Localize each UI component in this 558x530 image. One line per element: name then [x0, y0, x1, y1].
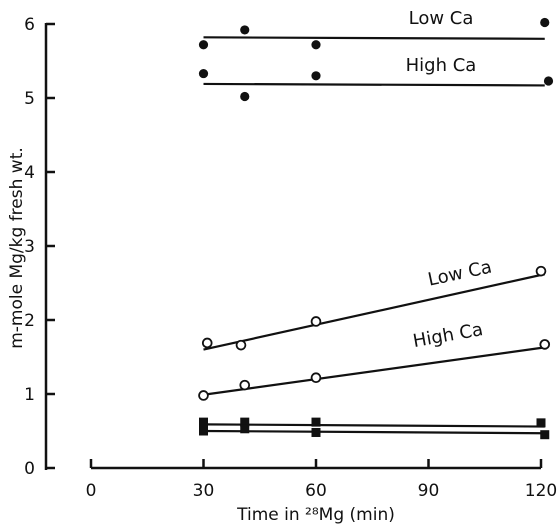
series-annotation: Low Ca	[426, 257, 494, 291]
filled-square-point	[240, 417, 250, 427]
filled-circle-point	[198, 40, 209, 50]
y-tick-label: 1	[24, 385, 35, 405]
open-circle-point	[310, 372, 322, 384]
x-tick-label: 60	[305, 481, 327, 501]
filled-circle-point	[240, 25, 250, 35]
x-tick-label: 0	[86, 481, 97, 501]
fit-line-2	[203, 82, 545, 87]
fit-line-3	[203, 273, 545, 351]
x-tick-label: 90	[418, 481, 440, 501]
fit-lines	[203, 36, 545, 435]
fit-line-1	[203, 36, 545, 40]
data-points	[198, 17, 554, 440]
open-circle-point	[310, 316, 322, 327]
filled-circle-point	[311, 71, 321, 81]
filled-circle-point	[311, 40, 321, 50]
filled-circle-point	[198, 68, 209, 79]
series-annotation: Low Ca	[409, 8, 474, 29]
filled-square-point	[240, 424, 250, 434]
filled-square-point	[540, 430, 550, 440]
y-tick-label: 0	[24, 459, 35, 479]
x-tick-label: 120	[525, 481, 557, 501]
y-tick-label: 3	[24, 237, 35, 257]
open-circle-point	[535, 265, 547, 277]
open-circle-point	[239, 379, 251, 391]
series-annotation: High Ca	[411, 319, 484, 352]
filled-square-point	[311, 417, 321, 427]
open-circle-point	[235, 339, 247, 351]
open-circle-point	[539, 339, 551, 350]
annotations: Low Ca High Ca Low Ca High Ca	[406, 8, 494, 352]
filled-square-point	[311, 427, 321, 437]
filled-square-point	[199, 426, 208, 436]
filled-square-point	[199, 417, 208, 427]
y-axis-label: m-mole Mg/kg fresh wt.	[7, 147, 27, 349]
y-tick-label: 6	[24, 15, 35, 35]
x-tick-label: 30	[193, 481, 215, 501]
y-tick-label: 5	[24, 89, 35, 109]
y-tick-label: 2	[24, 311, 35, 331]
fit-line-6	[203, 429, 545, 435]
fit-line-4	[203, 346, 545, 396]
y-tick-label: 4	[24, 163, 35, 183]
filled-square-point	[536, 418, 546, 428]
filled-circle-point	[540, 17, 550, 28]
filled-circle-point	[543, 76, 554, 86]
filled-circle-point	[240, 91, 250, 102]
open-circle-point	[198, 390, 209, 401]
fit-line-5	[203, 423, 545, 428]
open-circle-point	[201, 337, 213, 349]
series-annotation: High Ca	[406, 55, 477, 76]
x-axis-label: Time in ²⁸Mg (min)	[236, 505, 395, 525]
